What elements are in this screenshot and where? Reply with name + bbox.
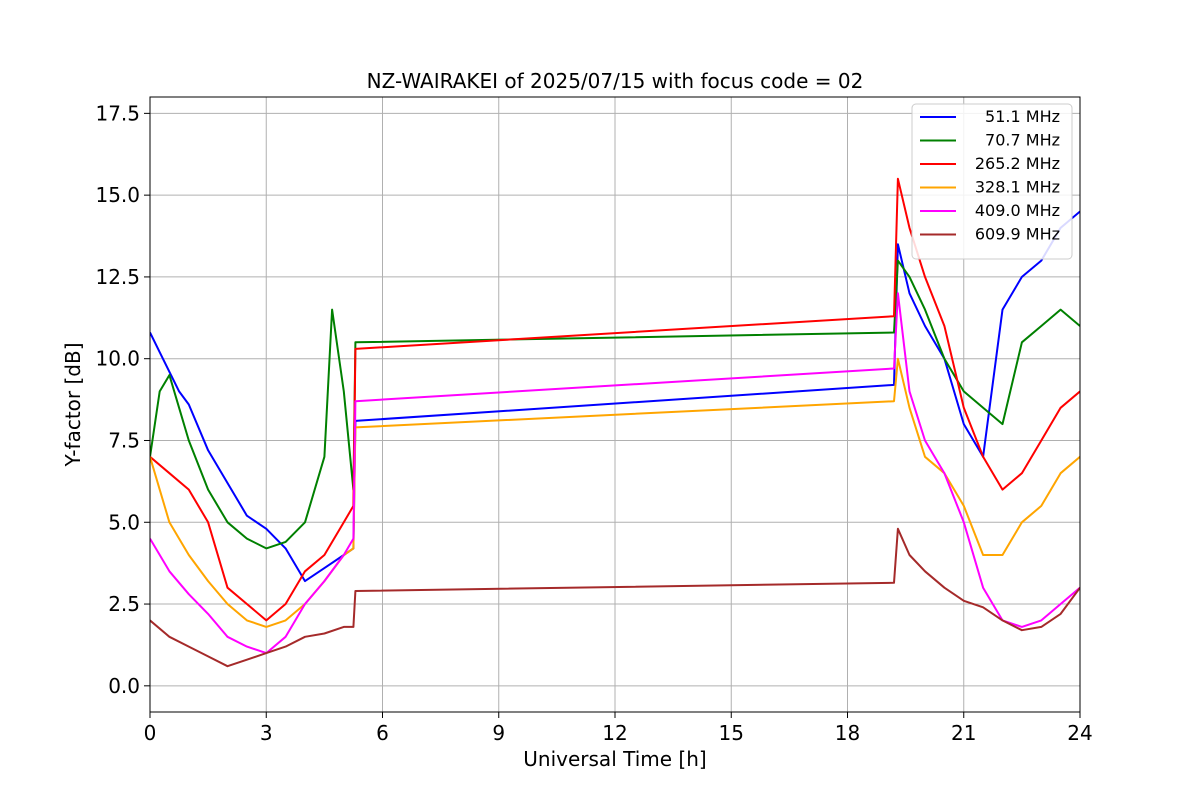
x-tick-label: 24 <box>1067 721 1092 745</box>
y-tick-label: 17.5 <box>95 101 140 125</box>
x-axis-label: Universal Time [h] <box>523 747 706 771</box>
legend-label: 328.1 MHz <box>975 178 1060 197</box>
x-tick-label: 6 <box>376 721 389 745</box>
legend-label: 409.0 MHz <box>975 201 1060 220</box>
legend-label: 51.1 MHz <box>985 107 1060 126</box>
y-tick-label: 15.0 <box>95 183 140 207</box>
legend-label: 609.9 MHz <box>975 225 1060 244</box>
y-tick-label: 5.0 <box>108 510 140 534</box>
legend-box <box>911 103 1073 260</box>
chart-title: NZ-WAIRAKEI of 2025/07/15 with focus cod… <box>367 69 864 93</box>
x-tick-label: 3 <box>260 721 273 745</box>
y-tick-label: 2.5 <box>108 592 140 616</box>
y-axis-label: Y-factor [dB] <box>61 342 85 467</box>
y-tick-label: 10.0 <box>95 347 140 371</box>
legend-label: 70.7 MHz <box>985 131 1060 150</box>
x-tick-label: 12 <box>602 721 627 745</box>
x-tick-label: 0 <box>144 721 157 745</box>
y-tick-label: 12.5 <box>95 265 140 289</box>
y-tick-label: 0.0 <box>108 674 140 698</box>
legend-label: 265.2 MHz <box>975 154 1060 173</box>
x-tick-label: 18 <box>835 721 860 745</box>
x-axis: 0 3 6 9 12 15 18 21 24 <box>144 712 1093 745</box>
series-line-1 <box>150 259 1080 550</box>
x-tick-label: 21 <box>951 721 976 745</box>
x-tick-label: 9 <box>492 721 505 745</box>
legend: 51.1 MHz 70.7 MHz 265.2 MHz 328.1 MHz 409.0 … <box>911 103 1073 260</box>
series-line-2 <box>150 177 1080 622</box>
x-tick-label: 15 <box>719 721 744 745</box>
series-line-5 <box>150 527 1080 668</box>
y-axis: 0.0 2.5 5.0 7.5 10.0 12.5 15.0 17.5 <box>95 101 150 698</box>
plot-lines <box>150 177 1080 668</box>
y-tick-label: 7.5 <box>108 428 140 452</box>
